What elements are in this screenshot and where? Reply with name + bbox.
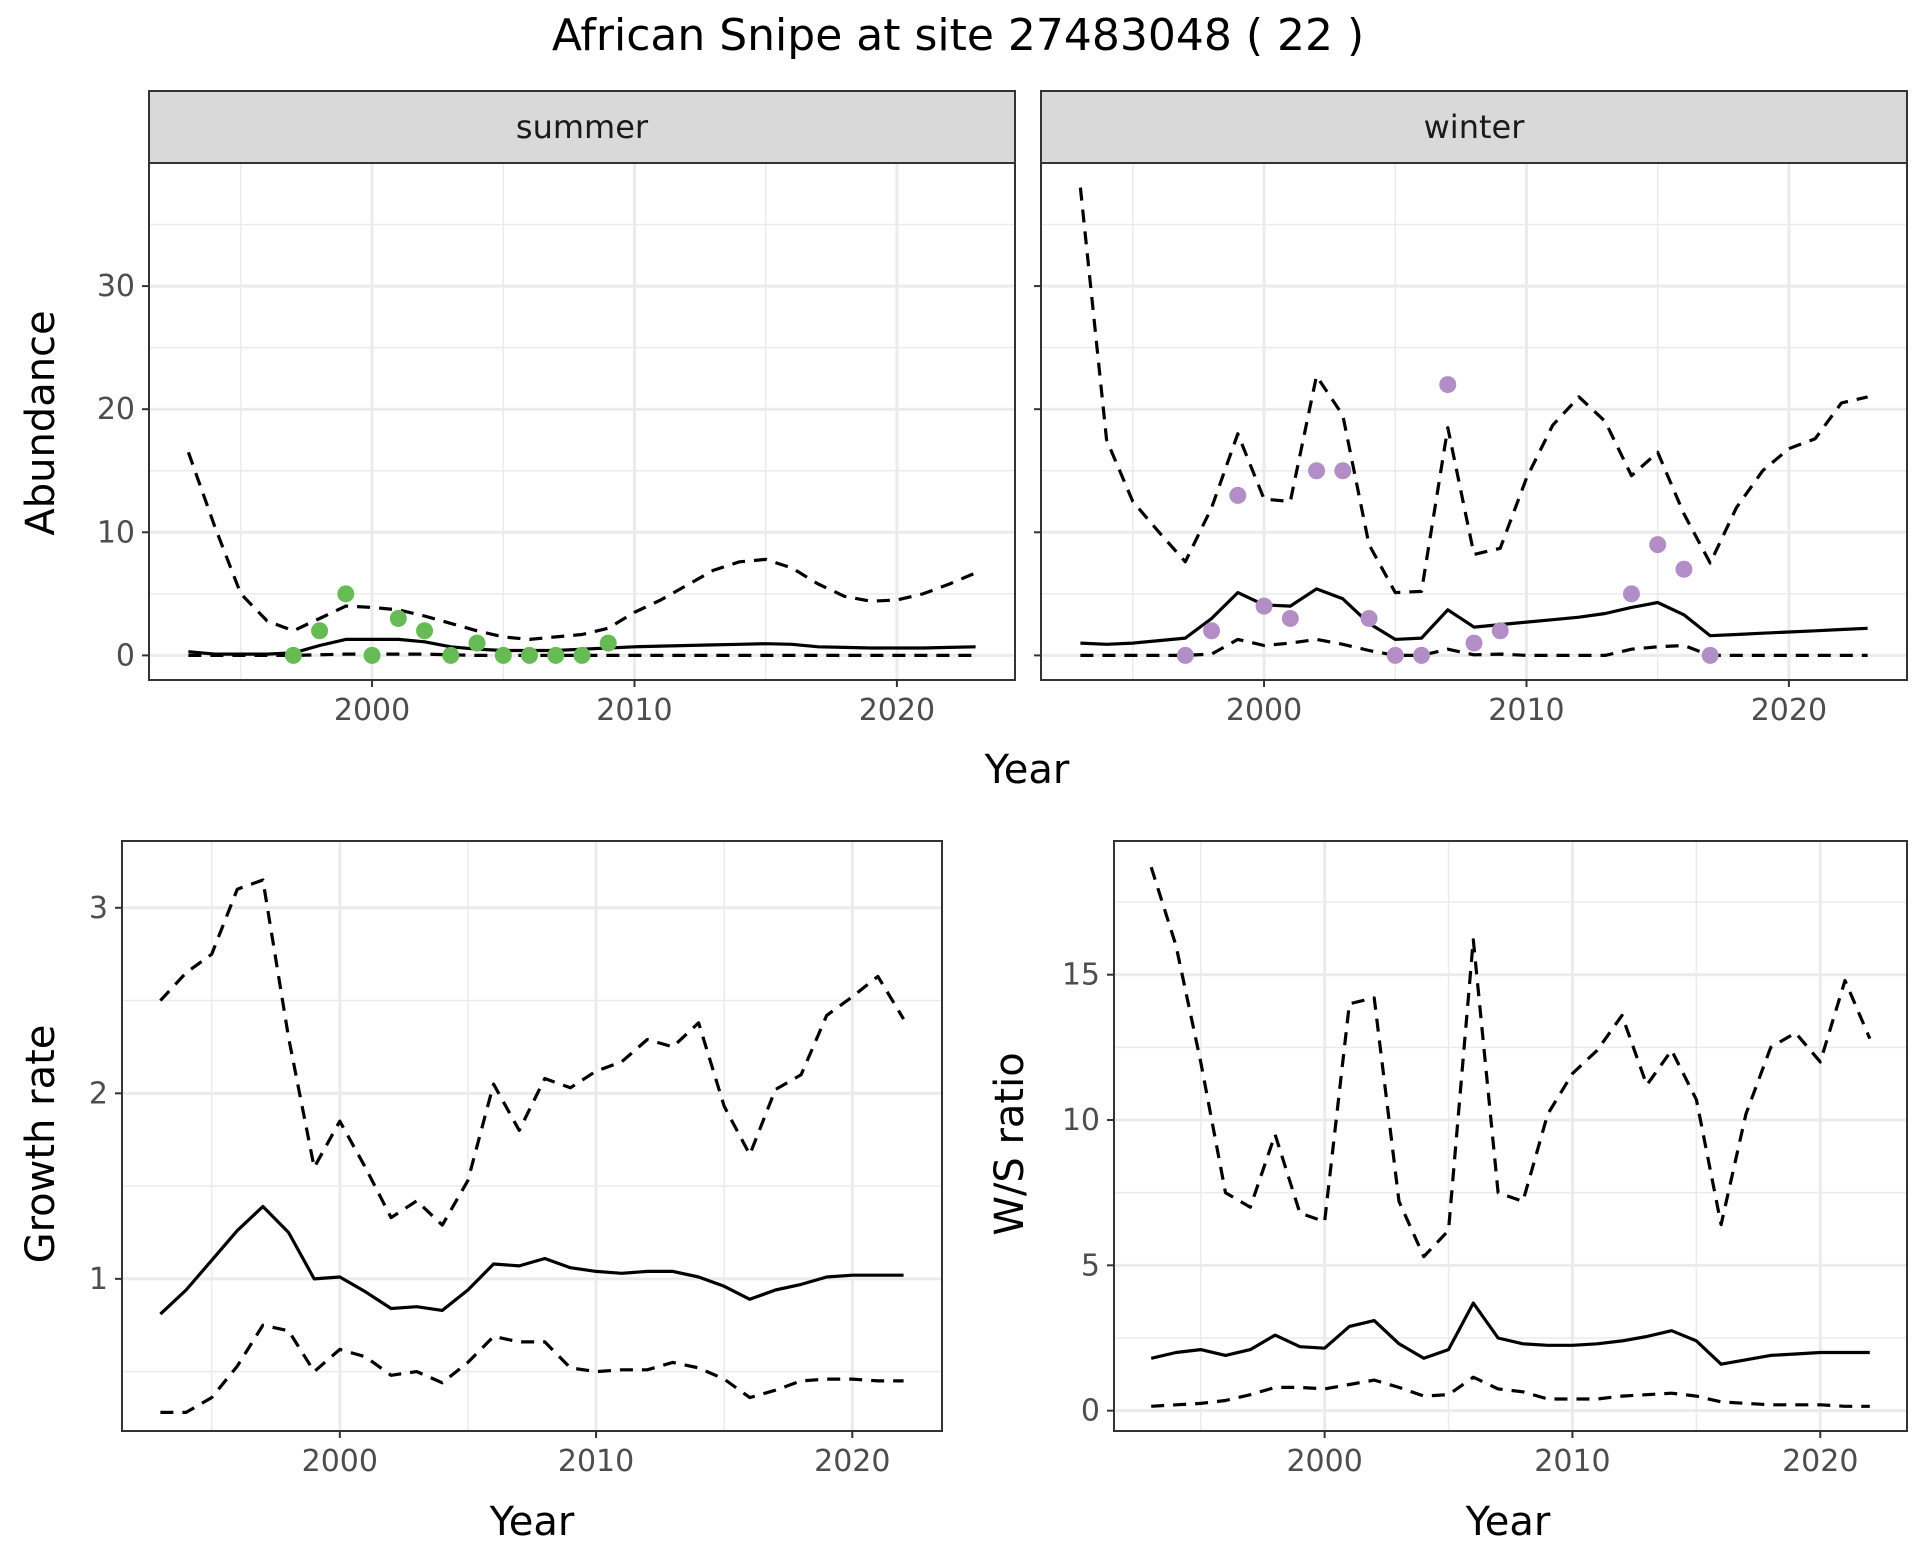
summer-observed-point <box>573 646 591 664</box>
summer-observed-point <box>389 609 407 627</box>
winter-observed-point <box>1360 609 1378 627</box>
winter-observed-point <box>1622 585 1640 603</box>
panel-winter: winter 2000 2010 2020 <box>1034 90 1908 728</box>
winter-observed-point <box>1649 536 1667 554</box>
winter-strip <box>1040 90 1908 164</box>
winter-observed-point <box>1176 646 1194 664</box>
summer-observed-point <box>521 646 539 664</box>
winter-observed-point <box>1229 486 1247 504</box>
chart-title: African Snipe at site 27483048 ( 22 ) <box>552 10 1364 61</box>
winter-estimate-line <box>1080 587 1868 646</box>
panel-growth: 2000 2010 2020 1 2 3 <box>89 840 943 1479</box>
summer-y-tick-label: 30 <box>97 269 135 304</box>
winter-observed-point <box>1675 560 1693 578</box>
ratio-x-tick-label: 2000 <box>1286 1444 1362 1479</box>
ratio-panel-border <box>1113 840 1908 1432</box>
summer-x-tick-label: 2000 <box>334 693 410 728</box>
summer-observed-point <box>494 646 512 664</box>
growth-y-tick-label: 3 <box>89 891 108 926</box>
summer-observed-point <box>284 646 302 664</box>
winter-x-tick-label: 2000 <box>1226 693 1302 728</box>
winter-x-tick-label: 2020 <box>1751 693 1827 728</box>
growth-x-tick-label: 2010 <box>558 1444 634 1479</box>
summer-observed-point <box>416 622 434 640</box>
ratio-estimate-line <box>1150 1301 1870 1366</box>
summer-x-tick-label: 2010 <box>596 693 672 728</box>
ratio-plot-background <box>1114 841 1907 1431</box>
winter-observed-point <box>1701 646 1719 664</box>
ratio-upper-line <box>1149 866 1872 1259</box>
summer-observed-point <box>468 634 486 652</box>
growth-estimate-line <box>159 1204 904 1316</box>
summer-observed-point <box>337 585 355 603</box>
summer-observed-point <box>599 634 617 652</box>
winter-panel-border <box>1040 162 1908 681</box>
ratio-x-axis-title: Year <box>1465 1499 1551 1545</box>
ratio-x-tick-label: 2010 <box>1534 1444 1610 1479</box>
summer-y-tick-label: 0 <box>116 638 135 673</box>
summer-strip <box>148 90 1016 164</box>
ratio-y-tick-label: 10 <box>1062 1103 1100 1138</box>
summer-observed-point <box>363 646 381 664</box>
growth-x-tick-label: 2020 <box>814 1444 890 1479</box>
summer-y-tick-label: 20 <box>97 392 135 427</box>
growth-y-axis-title: Growth rate <box>18 1025 64 1264</box>
summer-plot-background <box>149 163 1015 680</box>
growth-x-tick-label: 2000 <box>302 1444 378 1479</box>
panel-summer: summer 2000 2010 2020 0 10 20 30 <box>97 90 1016 728</box>
winter-observed-point <box>1281 609 1299 627</box>
top-x-axis-title: Year <box>984 747 1070 793</box>
winter-observed-point <box>1386 646 1404 664</box>
winter-observed-point <box>1439 376 1457 394</box>
winter-lower-line <box>1080 637 1868 657</box>
winter-observed-point <box>1308 462 1326 480</box>
growth-y-tick-label: 2 <box>89 1076 108 1111</box>
ratio-y-tick-label: 0 <box>1081 1394 1100 1429</box>
winter-observed-point <box>1255 597 1273 615</box>
growth-upper-line <box>159 878 905 1227</box>
growth-y-tick-label: 1 <box>89 1262 108 1297</box>
winter-strip-label: winter <box>1424 108 1526 146</box>
summer-observed-point <box>311 622 329 640</box>
winter-x-tick-label: 2010 <box>1488 693 1564 728</box>
summer-y-tick-label: 10 <box>97 515 135 550</box>
ratio-y-axis-title: W/S ratio <box>987 1052 1033 1235</box>
winter-observed-point <box>1334 462 1352 480</box>
growth-x-axis-title: Year <box>489 1499 575 1545</box>
ratio-x-tick-label: 2020 <box>1782 1444 1858 1479</box>
growth-panel-border <box>121 840 943 1432</box>
winter-upper-line <box>1078 187 1868 595</box>
summer-y-axis-title: Abundance <box>18 310 64 535</box>
ratio-y-tick-label: 5 <box>1081 1248 1100 1283</box>
winter-observed-point <box>1413 646 1431 664</box>
ratio-y-tick-label: 15 <box>1062 958 1100 993</box>
panel-ratio: 2000 2010 2020 0 5 10 15 <box>1062 840 1908 1479</box>
summer-observed-point <box>547 646 565 664</box>
summer-upper-line <box>186 451 977 641</box>
winter-observed-point <box>1203 622 1221 640</box>
winter-observed-point <box>1491 622 1509 640</box>
ratio-lower-line <box>1151 1375 1870 1408</box>
winter-plot-background <box>1041 163 1907 680</box>
summer-strip-label: summer <box>516 108 649 146</box>
summer-observed-point <box>442 646 460 664</box>
summer-x-tick-label: 2020 <box>859 693 935 728</box>
winter-observed-point <box>1465 634 1483 652</box>
summer-panel-border <box>148 162 1016 681</box>
growth-lower-line <box>160 1323 904 1414</box>
